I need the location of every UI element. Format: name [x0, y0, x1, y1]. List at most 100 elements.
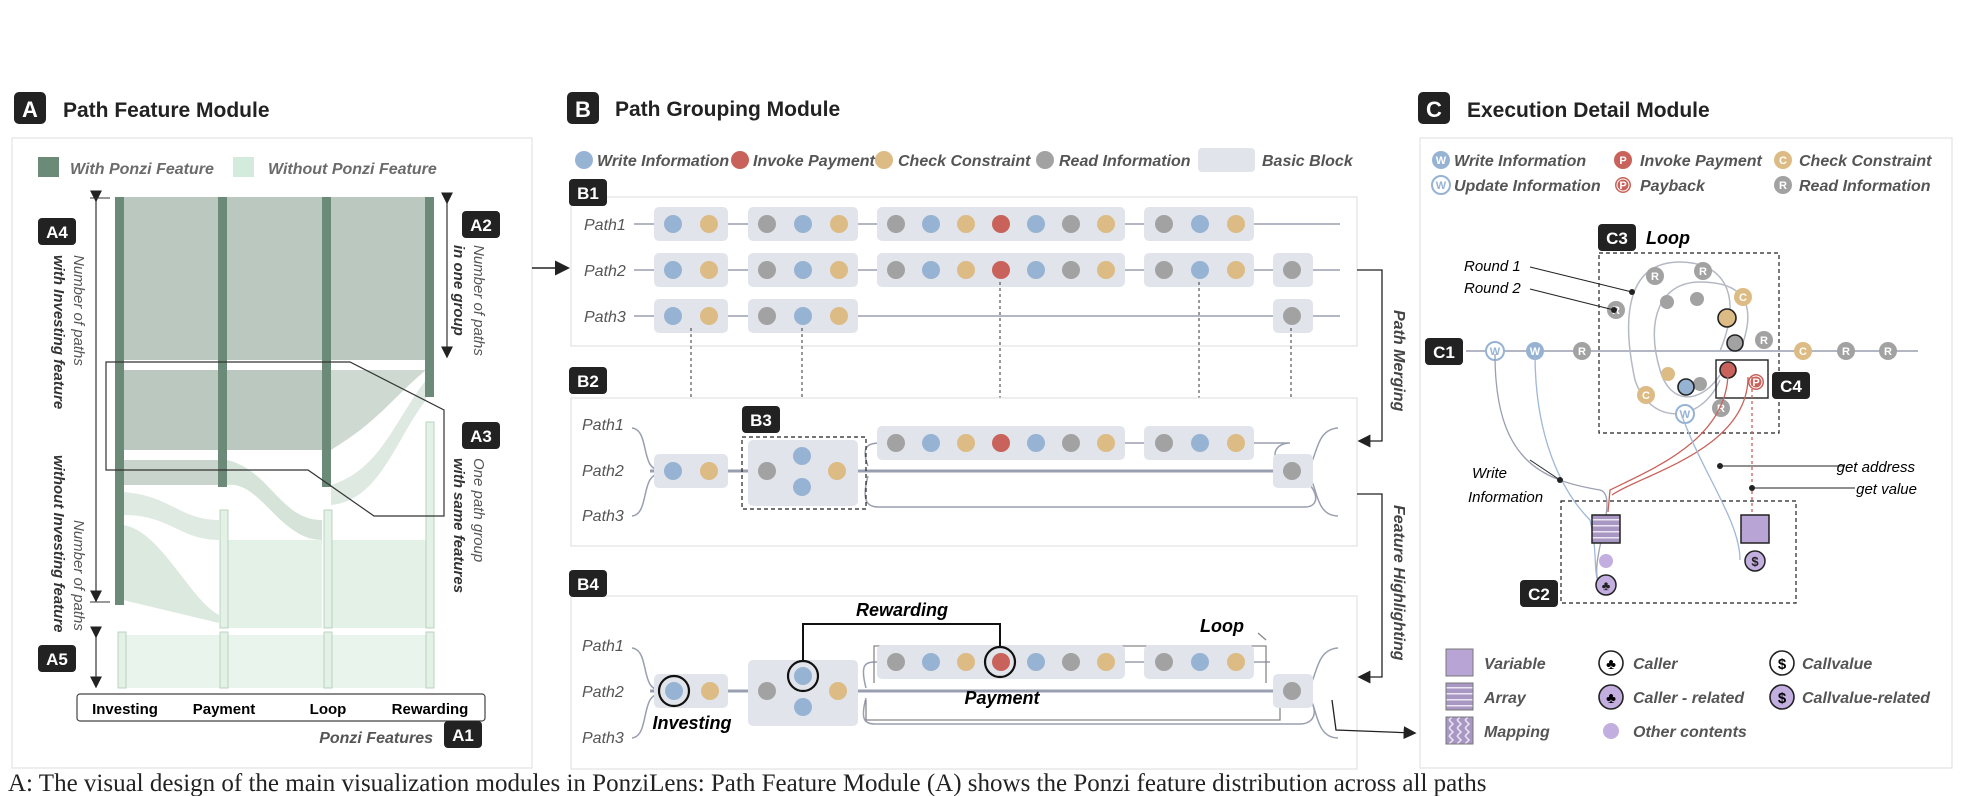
- b2-path1-label: Path1: [582, 417, 624, 434]
- legend-callvalue-icon-glyph: $: [1778, 656, 1787, 673]
- legend-mapping-label: Mapping: [1484, 724, 1550, 741]
- check-node: [700, 261, 718, 279]
- tag-a4-text: A4: [46, 223, 68, 242]
- check-glyph: [1637, 386, 1655, 404]
- c-legend-payback-label: Payback: [1640, 178, 1706, 195]
- c-legend-write-label: Write Information: [1454, 153, 1586, 170]
- b1-path3-label: Path3: [584, 309, 626, 326]
- write-node: [1191, 434, 1209, 452]
- read-glyph: [1573, 342, 1591, 360]
- panel-a-badge-text: A: [22, 97, 38, 122]
- invoke-node: [992, 215, 1010, 233]
- tag-c4: [1772, 372, 1810, 399]
- legend-caller-related-label: Caller - related: [1633, 690, 1745, 707]
- c-legend-glyphs: W W P P C R: [1431, 151, 1792, 195]
- write-node: [794, 698, 812, 716]
- write-node: [794, 667, 812, 685]
- read-node: [887, 434, 905, 452]
- b1-b2-connectors: [690, 282, 1292, 457]
- svg-text:Number of paths: Number of paths: [70, 255, 87, 366]
- check-node: [830, 215, 848, 233]
- write-node: [922, 261, 940, 279]
- panel-c-badge-text: C: [1426, 97, 1442, 122]
- legend-check-label: Check Constraint: [898, 153, 1031, 170]
- investing-highlight-ring: [657, 674, 691, 708]
- rewarding-connector: [802, 623, 1001, 660]
- check-node: [829, 682, 847, 700]
- write-node: [1027, 261, 1045, 279]
- write-glyph-letter: W: [1436, 155, 1447, 167]
- tag-b3-text: B3: [750, 411, 772, 430]
- tag-b4-text: B4: [577, 575, 599, 594]
- axis-title: Ponzi Features: [319, 730, 433, 747]
- write-node: [665, 682, 683, 700]
- legend-other-dot: [1603, 723, 1619, 739]
- b2-path2-label: Path2: [582, 463, 624, 480]
- read-node: [1062, 653, 1080, 671]
- check-glyph-letter: C: [1779, 155, 1787, 167]
- read-node: [1062, 261, 1080, 279]
- legend-with-swatch: [38, 157, 59, 177]
- write-node: [794, 307, 812, 325]
- check-node: [1227, 215, 1245, 233]
- c2-other-dot: [1599, 554, 1613, 568]
- c-legend-check-label: Check Constraint: [1799, 153, 1932, 170]
- a3-annotation: One path group with same features: [450, 458, 487, 593]
- write-node: [1191, 215, 1209, 233]
- axis-label-loop: Loop: [310, 701, 347, 718]
- a2-annotation: Number of paths in one group: [450, 245, 487, 356]
- axis-label-investing: Investing: [92, 701, 158, 718]
- read-glyph-letter: R: [1884, 346, 1892, 358]
- read-glyph-letter: R: [1760, 335, 1768, 347]
- check-node: [957, 261, 975, 279]
- c2-callvalue-icon-glyph: $: [1751, 554, 1759, 569]
- read-node: [1155, 434, 1173, 452]
- legend-write-dot: [575, 151, 593, 169]
- write-node: [794, 261, 812, 279]
- read-glyph-letter: R: [1578, 346, 1586, 358]
- legend-array-label: Array: [1483, 690, 1527, 707]
- ponzi-features-axis: [76, 693, 486, 722]
- axis-label-rewarding: Rewarding: [392, 701, 469, 718]
- panel-c-frame: [1419, 137, 1953, 769]
- legend-callvalue-icon: [1769, 650, 1795, 676]
- tag-c1: [1425, 338, 1463, 365]
- legend-check-dot: [875, 151, 893, 169]
- write-node: [1027, 653, 1045, 671]
- panel-b-title: Path Grouping Module: [615, 98, 840, 121]
- c2-box: [1560, 500, 1797, 604]
- c3-loop-label: Loop: [1646, 228, 1690, 248]
- tag-a5-text: A5: [46, 650, 68, 669]
- legend-invoke-dot: [731, 151, 749, 169]
- svg-text:Number of paths: Number of paths: [470, 245, 487, 356]
- a4-annotation-bottom: Number of paths without Investing featur…: [50, 455, 87, 633]
- legend-block-label: Basic Block: [1262, 153, 1354, 170]
- write-glyph-letter: W: [1680, 409, 1691, 421]
- invoke-node: [992, 434, 1010, 452]
- c2-variable-glyph: [1740, 514, 1770, 544]
- tag-a4: [38, 218, 76, 245]
- flow-bands: [123, 197, 430, 688]
- read-node: [887, 261, 905, 279]
- check-node: [700, 307, 718, 325]
- tag-a3-text: A3: [470, 427, 492, 446]
- round-1-label: Round 1: [1464, 258, 1521, 275]
- read-node: [1283, 307, 1301, 325]
- panel-b-badge: [567, 92, 599, 124]
- c2-caller-icon: [1595, 574, 1617, 596]
- b4-path2-label: Path2: [582, 684, 624, 701]
- read-node: [758, 215, 776, 233]
- read-node: [758, 462, 776, 480]
- write-node: [793, 478, 811, 496]
- read-node: [758, 682, 776, 700]
- read-glyph-letter: R: [1651, 271, 1659, 283]
- tag-b1: [569, 179, 607, 206]
- legend-caller-icon: [1598, 650, 1624, 676]
- tag-c3-text: C3: [1606, 229, 1628, 248]
- path-merging-label: Path Merging: [1390, 310, 1407, 412]
- legend-callvalue-label: Callvalue: [1802, 656, 1872, 673]
- tag-b1-text: B1: [577, 184, 599, 203]
- svg-text:Path Merging: Path Merging: [1390, 310, 1407, 412]
- legend-mapping-glyph: [1445, 716, 1474, 745]
- write-node: [1677, 378, 1695, 396]
